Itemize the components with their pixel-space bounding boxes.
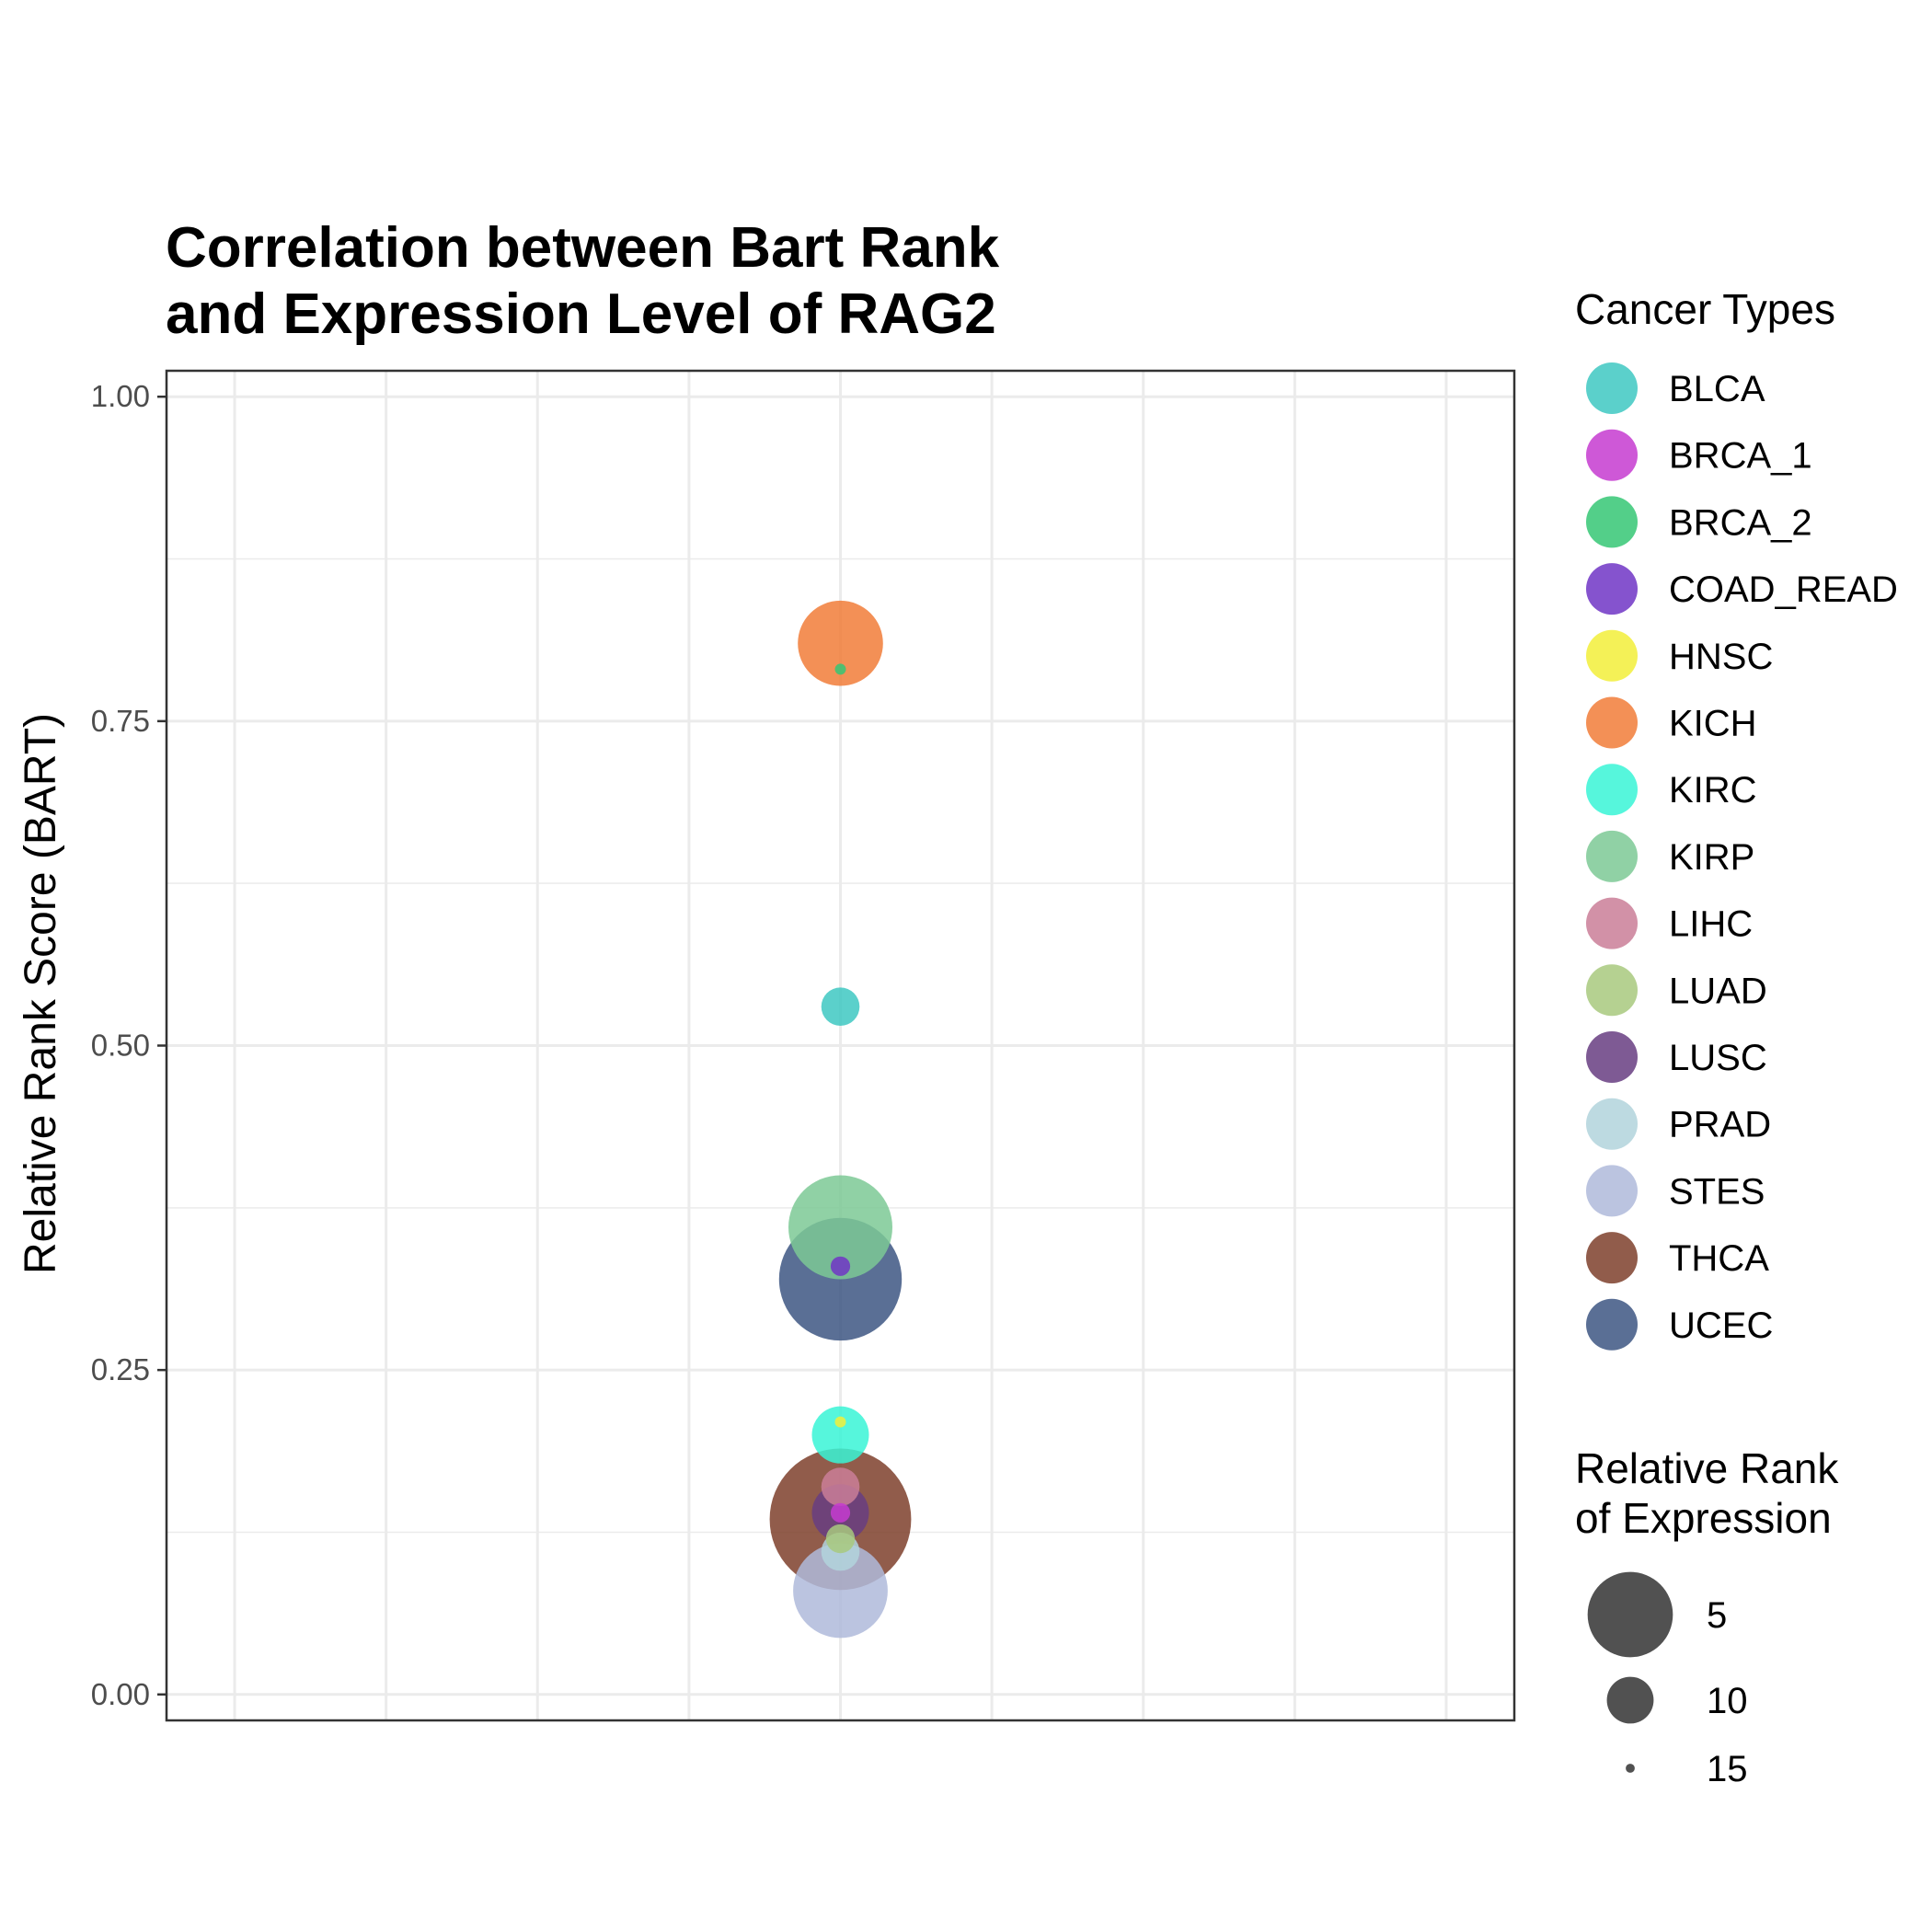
legend-label: LUAD bbox=[1669, 971, 1767, 1011]
legend-label: KIRP bbox=[1669, 837, 1754, 878]
point-blca bbox=[821, 987, 860, 1026]
legend-label: KICH bbox=[1669, 704, 1757, 744]
size-legend-label: 5 bbox=[1707, 1595, 1727, 1636]
y-axis-title: Relative Rank Score (BART) bbox=[17, 713, 65, 1274]
legend-key-kirp bbox=[1586, 830, 1638, 882]
point-lihc bbox=[821, 1467, 860, 1506]
legend-key-hnsc bbox=[1586, 629, 1638, 682]
y-tick-label: 1.00 bbox=[91, 379, 150, 413]
point-kirc bbox=[811, 1406, 869, 1464]
size-legend-label: 10 bbox=[1707, 1681, 1748, 1721]
legend-label: BRCA_1 bbox=[1669, 436, 1812, 477]
size-legend-key bbox=[1626, 1764, 1635, 1773]
legend-label: STES bbox=[1669, 1171, 1765, 1212]
legend-key-blca bbox=[1586, 362, 1638, 414]
legend-key-kirc bbox=[1586, 764, 1638, 816]
legend-label: HNSC bbox=[1669, 637, 1773, 677]
legend-key-kich bbox=[1586, 696, 1638, 749]
legend-label: BLCA bbox=[1669, 369, 1765, 409]
legend-key-stes bbox=[1586, 1165, 1638, 1217]
legend-key-brca-1 bbox=[1586, 429, 1638, 481]
point-luad bbox=[825, 1524, 856, 1554]
point-brca-2 bbox=[834, 663, 846, 675]
point-stes bbox=[793, 1543, 888, 1639]
chart-title-line-1: Correlation between Bart Rank bbox=[166, 216, 1000, 280]
point-kirp bbox=[788, 1175, 892, 1280]
legend-key-brca-2 bbox=[1586, 496, 1638, 548]
y-tick-label: 0.50 bbox=[91, 1029, 150, 1063]
y-tick-label: 0.00 bbox=[91, 1677, 150, 1711]
size-legend-key bbox=[1587, 1571, 1673, 1658]
size-legend-title-line-1: Relative Rank bbox=[1575, 1444, 1839, 1492]
legend-label: PRAD bbox=[1669, 1105, 1771, 1145]
legend-label: KIRC bbox=[1669, 770, 1757, 811]
point-kich bbox=[798, 600, 883, 686]
point-hnsc bbox=[834, 1416, 846, 1428]
size-legend: 5 10 15 bbox=[1587, 1571, 1748, 1789]
legend-key-coad-read bbox=[1586, 563, 1638, 615]
size-legend-title-line-2: of Expression bbox=[1575, 1494, 1832, 1542]
size-legend-label: 15 bbox=[1707, 1749, 1748, 1789]
legend-key-prad bbox=[1586, 1098, 1638, 1150]
point-coad-read bbox=[830, 1256, 851, 1276]
chart-title-line-2: and Expression Level of RAG2 bbox=[166, 282, 996, 346]
legend-key-luad bbox=[1586, 964, 1638, 1017]
legend-label: BRCA_2 bbox=[1669, 502, 1812, 543]
size-legend-key bbox=[1606, 1676, 1654, 1724]
color-legend-title: Cancer Types bbox=[1575, 285, 1835, 333]
plot-panel-border bbox=[165, 369, 1516, 1722]
legend-label: LUSC bbox=[1669, 1038, 1767, 1078]
y-axis-ticks: 0.00 0.25 0.50 0.75 1.00 bbox=[91, 379, 167, 1711]
legend-key-lusc bbox=[1586, 1031, 1638, 1083]
legend-key-thca bbox=[1586, 1232, 1638, 1284]
point-brca-1 bbox=[830, 1502, 851, 1523]
legend-label: COAD_READ bbox=[1669, 569, 1898, 610]
legend-label: UCEC bbox=[1669, 1305, 1773, 1346]
data-points bbox=[769, 600, 912, 1639]
legend-label: LIHC bbox=[1669, 904, 1753, 945]
y-tick-label: 0.25 bbox=[91, 1352, 150, 1386]
color-legend: BLCA BRCA_1 BRCA_2 COAD_READ HNSC KICH KIRC KIR… bbox=[1586, 362, 1898, 1351]
legend-key-lihc bbox=[1586, 897, 1638, 949]
legend-label: THCA bbox=[1669, 1238, 1769, 1279]
legend-key-ucec bbox=[1586, 1298, 1638, 1351]
y-tick-label: 0.75 bbox=[91, 704, 150, 738]
